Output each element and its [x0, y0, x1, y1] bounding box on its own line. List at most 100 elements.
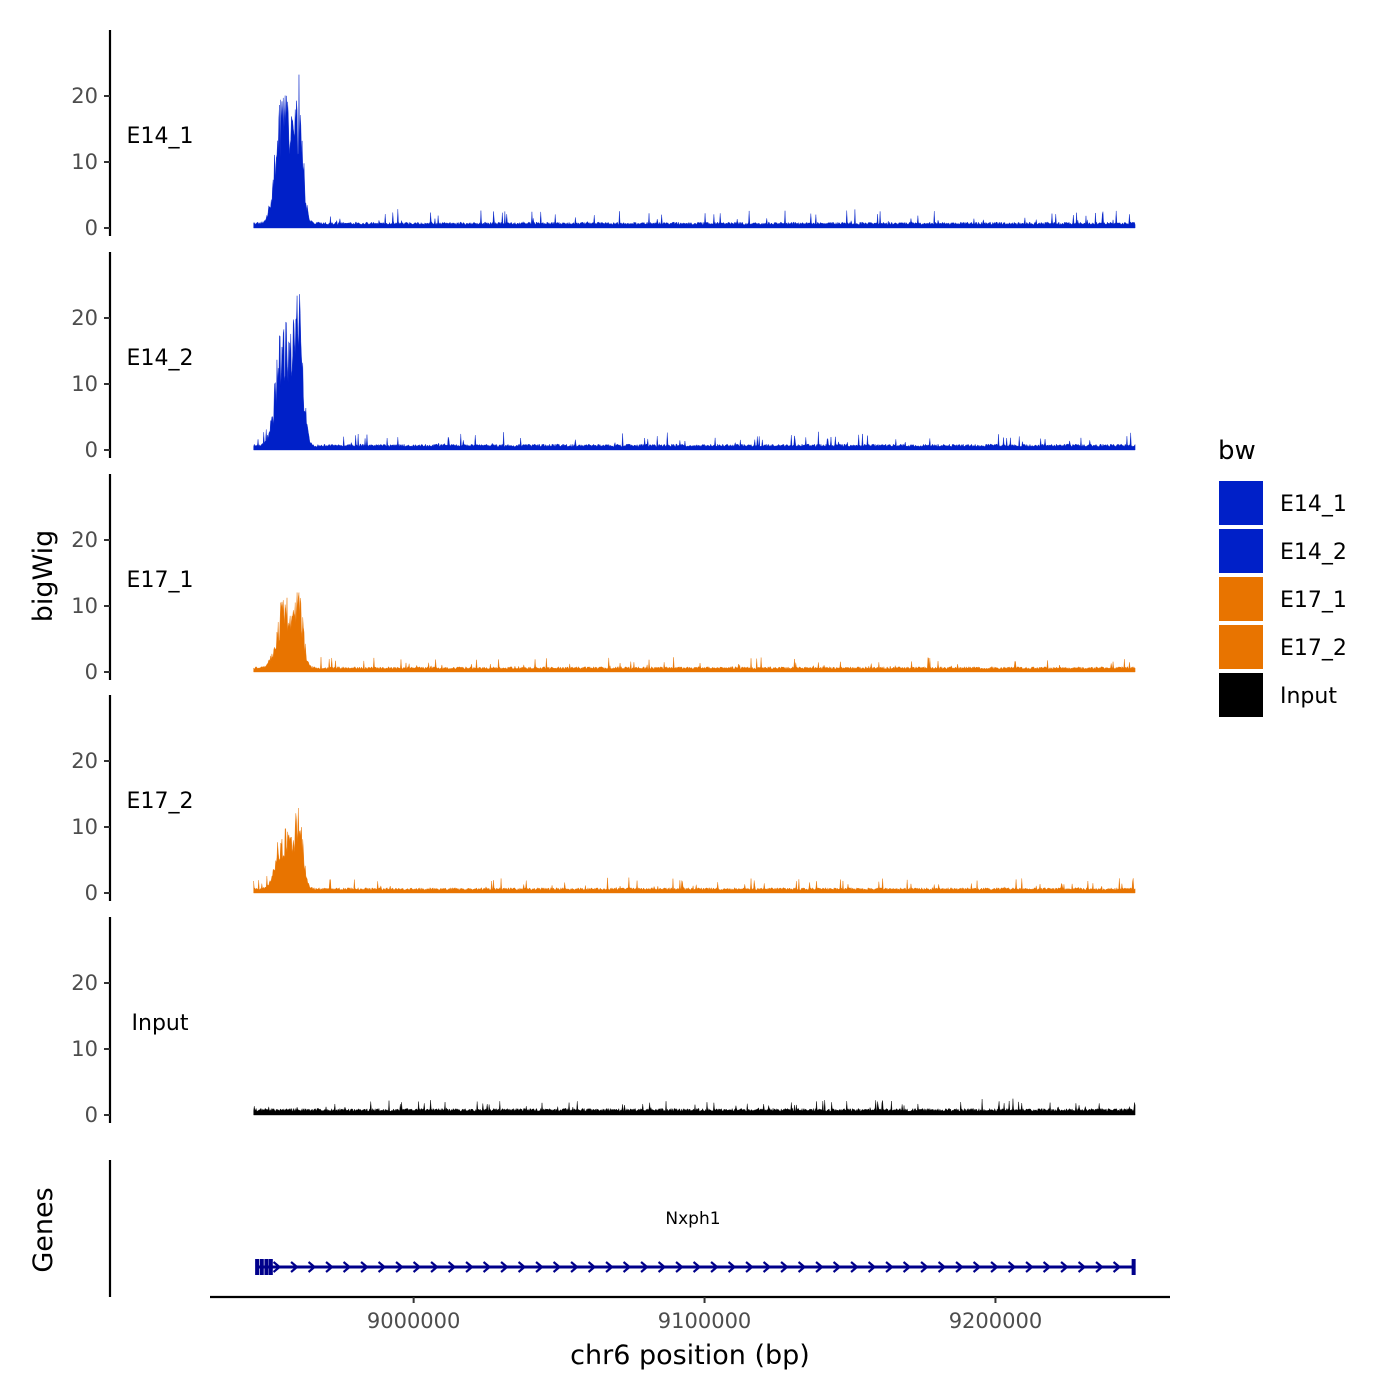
y-tick-label: 10 — [71, 594, 98, 618]
strand-arrow — [815, 1261, 824, 1273]
strand-arrow — [587, 1261, 597, 1273]
y-tick-label: 20 — [71, 306, 98, 330]
y-tick-label: 0 — [85, 660, 98, 684]
x-tick-label: 9200000 — [949, 1309, 1043, 1333]
strand-arrow — [465, 1261, 474, 1273]
strand-arrow — [972, 1261, 982, 1273]
signal-area-E14_2 — [253, 294, 1136, 451]
gene-name-label: Nxph1 — [665, 1209, 720, 1229]
strand-arrow — [360, 1261, 369, 1273]
strand-arrow — [290, 1261, 299, 1273]
signal-area-Input — [253, 1098, 1136, 1116]
strand-arrow — [1025, 1261, 1034, 1273]
y-tick-label: 20 — [71, 749, 98, 773]
exon — [259, 1259, 264, 1275]
exon — [268, 1259, 273, 1275]
strand-arrow — [832, 1261, 842, 1273]
track-Input: 0 10 20 Input — [71, 917, 1136, 1127]
legend-swatch-E14_2 — [1217, 527, 1265, 575]
track-E17_1: 0 10 20 E17_1 — [71, 474, 1136, 684]
y-tick-label: 10 — [71, 150, 98, 174]
legend-label-E14_2: E14_2 — [1280, 540, 1347, 565]
y-tick-label: 10 — [71, 815, 98, 839]
y-tick-label: 10 — [71, 372, 98, 396]
strand-arrow — [307, 1261, 317, 1273]
legend-title: bw — [1218, 436, 1256, 466]
legend-swatch-Input — [1217, 671, 1265, 719]
strand-arrow — [937, 1261, 947, 1273]
strand-arrow — [657, 1261, 667, 1273]
strand-arrow — [990, 1261, 999, 1273]
exon — [1131, 1259, 1136, 1275]
strand-arrow — [395, 1261, 404, 1273]
strand-arrow — [710, 1261, 719, 1273]
strand-arrow — [692, 1261, 702, 1273]
strand-arrow — [902, 1261, 912, 1273]
strand-arrow — [640, 1261, 649, 1273]
strand-arrow — [780, 1261, 789, 1273]
genes-track-label: Genes — [28, 1187, 59, 1272]
signal-tracks: 0 10 20 E14_1 0 10 20 E14_2 0 10 20 E17_1 0 10 20 E17_2… — [71, 30, 1136, 1127]
track-E14_2: 0 10 20 E14_2 — [71, 252, 1136, 462]
strand-arrow — [727, 1261, 737, 1273]
exon — [255, 1259, 260, 1275]
signal-area-E14_1 — [253, 74, 1136, 229]
strand-arrow — [430, 1261, 439, 1273]
y-tick-label: 0 — [85, 216, 98, 240]
strand-arrow — [605, 1261, 614, 1273]
strand-arrow — [1112, 1261, 1122, 1273]
strand-arrow — [1042, 1261, 1052, 1273]
track-E17_2: 0 10 20 E17_2 — [71, 695, 1136, 905]
strand-arrow — [447, 1261, 457, 1273]
strand-arrow — [570, 1261, 579, 1273]
legend-label-E17_1: E17_1 — [1280, 588, 1347, 613]
strand-arrow — [745, 1261, 754, 1273]
y-tick-label: 20 — [71, 528, 98, 552]
track-E14_1: 0 10 20 E14_1 — [71, 30, 1136, 240]
strand-arrow — [272, 1261, 282, 1273]
strand-arrow — [535, 1261, 544, 1273]
track-label-Input: Input — [132, 1011, 189, 1036]
x-axis-title: chr6 position (bp) — [570, 1340, 810, 1371]
y-tick-label: 10 — [71, 1037, 98, 1061]
strand-arrow — [675, 1261, 684, 1273]
strand-arrow — [1060, 1261, 1069, 1273]
legend-swatch-E14_1 — [1217, 479, 1265, 527]
y-tick-label: 20 — [71, 971, 98, 995]
strand-arrow — [1007, 1261, 1017, 1273]
strand-arrow — [342, 1261, 352, 1273]
exon — [264, 1259, 269, 1275]
strand-arrow — [867, 1261, 877, 1273]
strand-arrow — [517, 1261, 527, 1273]
genes-track: Genes Nxph1 — [28, 1160, 1136, 1297]
track-label-E17_2: E17_2 — [127, 789, 194, 814]
y-tick-label: 0 — [85, 438, 98, 462]
legend-label-Input: Input — [1280, 684, 1337, 709]
signal-area-E17_1 — [253, 592, 1136, 673]
strand-arrow — [482, 1261, 492, 1273]
y-tick-label: 20 — [71, 84, 98, 108]
strand-arrow — [797, 1261, 807, 1273]
strand-arrow — [377, 1261, 387, 1273]
strand-arrow — [955, 1261, 964, 1273]
strand-arrow — [762, 1261, 772, 1273]
x-tick-label: 9100000 — [658, 1309, 752, 1333]
y-tick-label: 0 — [85, 881, 98, 905]
legend-label-E17_2: E17_2 — [1280, 636, 1347, 661]
legend-swatch-E17_1 — [1217, 575, 1265, 623]
y-axis-title: bigWig — [28, 530, 59, 623]
track-label-E17_1: E17_1 — [127, 568, 194, 593]
track-label-E14_1: E14_1 — [127, 124, 194, 149]
strand-arrow — [1077, 1261, 1087, 1273]
legend-label-E14_1: E14_1 — [1280, 492, 1347, 517]
strand-arrow — [412, 1261, 422, 1273]
x-axis: 9000000 9100000 9200000 — [210, 1295, 1170, 1333]
legend: bw E14_1 E14_2 E17_1 E17_2 Input — [1217, 436, 1347, 719]
strand-arrow — [920, 1261, 929, 1273]
strand-arrow — [622, 1261, 632, 1273]
strand-arrow — [500, 1261, 509, 1273]
strand-arrow — [1095, 1261, 1104, 1273]
legend-swatch-E17_2 — [1217, 623, 1265, 671]
y-tick-label: 0 — [85, 1103, 98, 1127]
